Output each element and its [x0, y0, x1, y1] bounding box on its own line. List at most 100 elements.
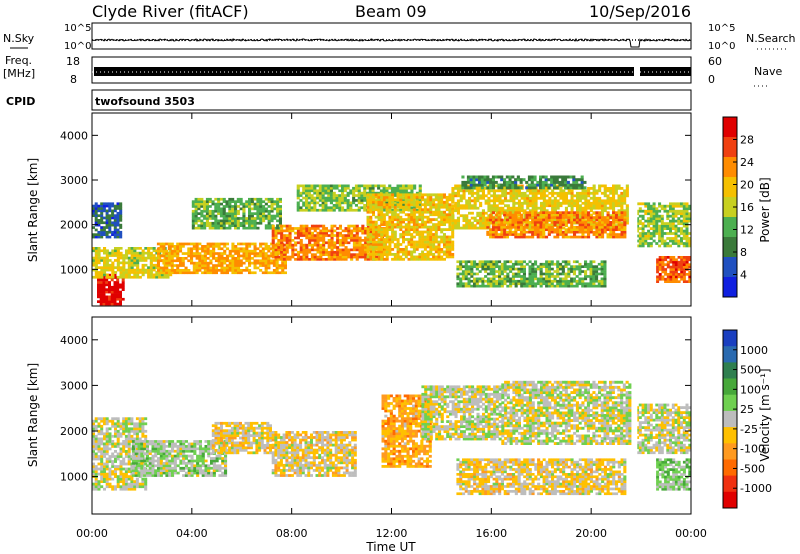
power-cell [567, 284, 571, 288]
power-cell [294, 258, 298, 261]
power-cell [548, 204, 552, 208]
power-cell [228, 219, 232, 223]
power-cell [341, 229, 345, 233]
power-cell [534, 275, 538, 278]
power-cell [220, 261, 224, 265]
power-cell [372, 228, 375, 231]
power-cell [343, 186, 347, 190]
power-cell [364, 255, 368, 259]
power-cell [573, 221, 577, 224]
power-cell [264, 257, 268, 260]
power-cell [333, 258, 337, 261]
power-cell [100, 204, 104, 208]
power-cell [355, 246, 359, 249]
power-cell [617, 199, 621, 203]
power-cell [542, 233, 546, 236]
power-cell [612, 199, 616, 203]
power-cell [647, 232, 651, 235]
power-cell [481, 226, 485, 230]
power-cell [451, 196, 455, 200]
power-cell [380, 200, 384, 204]
power-cell [472, 175, 476, 179]
power-cell [462, 189, 466, 193]
power-cell [491, 228, 495, 231]
power-cell [410, 220, 414, 224]
power-cell [187, 252, 191, 255]
power-cell [559, 282, 563, 286]
power-cell [206, 271, 210, 275]
power-cell [119, 300, 122, 303]
power-cell [302, 250, 306, 254]
power-cell [253, 245, 257, 248]
power-cell [250, 217, 254, 220]
power-cell [344, 241, 348, 245]
power-cell [451, 204, 455, 208]
power-cell [310, 246, 314, 249]
power-cell [250, 224, 254, 227]
power-cell [539, 284, 543, 288]
power-cell [234, 264, 238, 267]
power-cell [256, 200, 260, 203]
power-cell [486, 230, 490, 234]
power-cell [329, 191, 333, 195]
power-cell [584, 199, 588, 203]
power-cell [205, 209, 209, 213]
power-cell [609, 191, 613, 195]
power-cell [187, 271, 191, 275]
power-cell [504, 189, 508, 193]
power-cell [456, 284, 460, 288]
power-cell [445, 245, 449, 249]
power-cell [418, 189, 422, 193]
power-cell [511, 277, 515, 281]
power-cell [308, 241, 312, 245]
power-cell [94, 256, 98, 260]
nsky-strip [91, 22, 692, 50]
power-cell [228, 249, 232, 253]
power-cell [614, 211, 618, 214]
power-cell [110, 285, 114, 289]
power-cell [305, 196, 309, 200]
power-cell [658, 229, 662, 233]
power-cell [354, 184, 358, 188]
power-cell [498, 260, 502, 264]
power-cell [217, 200, 221, 203]
power-cell [559, 223, 563, 227]
power-cell [467, 277, 471, 281]
power-cell [181, 252, 185, 255]
power-cell [160, 273, 164, 277]
power-cell [421, 225, 425, 229]
power-cell [321, 196, 325, 200]
power-cell [374, 199, 378, 202]
power-cell [578, 221, 582, 224]
power-cell [587, 199, 591, 203]
power-cell [305, 227, 309, 230]
power-cell [542, 213, 546, 217]
power-cell [225, 202, 229, 206]
power-cell [259, 212, 263, 215]
power-cell [276, 200, 280, 203]
power-cell [415, 220, 419, 224]
power-cell [138, 251, 142, 255]
power-cell [231, 212, 235, 215]
power-cell [660, 239, 664, 243]
power-cell [316, 258, 320, 261]
power-cell [159, 242, 163, 246]
power-cell [503, 262, 507, 266]
power-cell [481, 282, 485, 286]
power-cell [276, 207, 280, 211]
nsky-tick-bottom: 10^0 [64, 41, 91, 52]
power-cell [559, 218, 563, 222]
power-cell [259, 207, 263, 211]
power-cell [531, 225, 535, 229]
power-cell [528, 282, 532, 286]
power-cell [402, 240, 405, 244]
power-cell [598, 213, 602, 217]
power-cell [440, 257, 444, 261]
power-cell [316, 246, 320, 249]
power-cell [423, 238, 427, 241]
power-cell [440, 213, 444, 217]
power-cell [355, 241, 359, 245]
power-cell [127, 249, 131, 253]
power-cell [522, 284, 526, 288]
power-cell [119, 214, 123, 217]
